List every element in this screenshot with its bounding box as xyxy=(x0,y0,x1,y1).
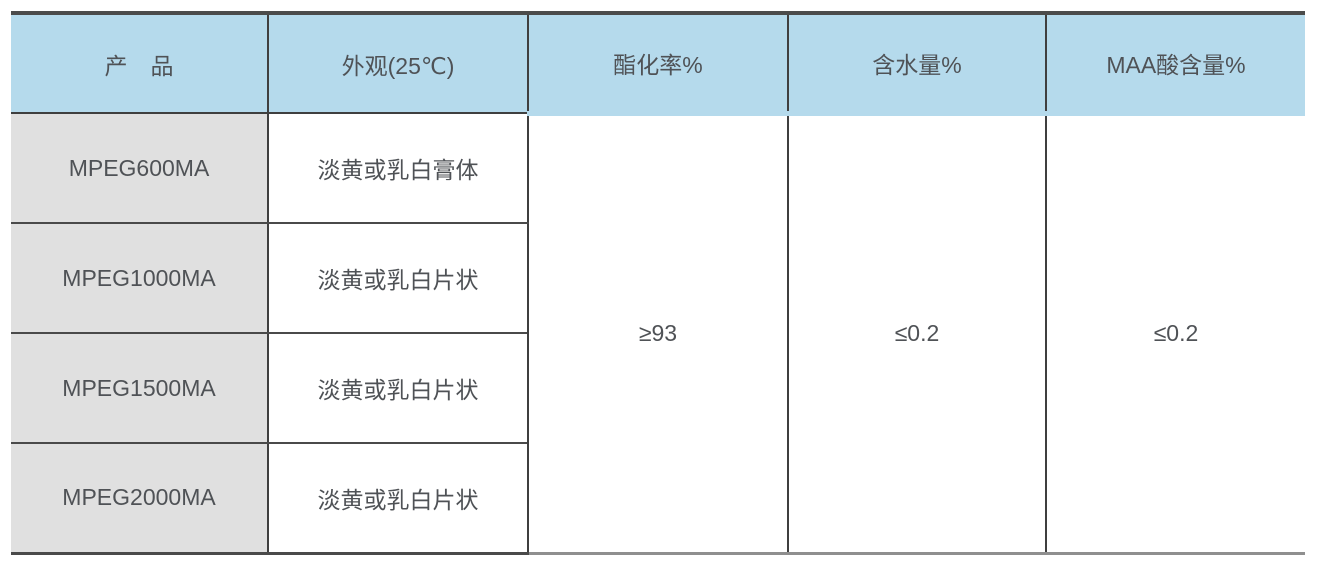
esterification-rate-value: ≥93 xyxy=(527,110,788,553)
appearance-cell: 淡黄或乳白片状 xyxy=(267,223,528,334)
product-cell: MPEG1000MA xyxy=(11,223,268,334)
appearance-cell: 淡黄或乳白片状 xyxy=(267,333,528,444)
header-row: 产 品 外观(25℃) 酯化率% 含水量% MAA酸含量% xyxy=(11,13,1305,114)
table-row-mpeg600ma: MPEG600MA 淡黄或乳白膏体 ≥93 ≤0.2 ≤0.2 xyxy=(11,110,1305,553)
table-header: 产 品 外观(25℃) 酯化率% 含水量% MAA酸含量% xyxy=(11,13,1305,114)
product-spec-table: 产 品 外观(25℃) 酯化率% 含水量% MAA酸含量% MPEG600MA … xyxy=(11,11,1305,555)
header-product: 产 品 xyxy=(11,13,268,114)
header-maa-acid-content: MAA酸含量% xyxy=(1045,13,1305,113)
appearance-cell: 淡黄或乳白片状 xyxy=(267,443,528,555)
product-cell: MPEG1500MA xyxy=(11,333,268,444)
maa-acid-content-value: ≤0.2 xyxy=(1045,110,1305,553)
header-water-content: 含水量% xyxy=(787,13,1046,113)
water-content-value: ≤0.2 xyxy=(787,110,1046,553)
appearance-cell: 淡黄或乳白膏体 xyxy=(267,113,528,224)
table-row-mpeg2000ma: MPEG2000MA 淡黄或乳白片状 xyxy=(11,443,1305,555)
table-body: MPEG600MA 淡黄或乳白膏体 ≥93 ≤0.2 ≤0.2 MPEG1000… xyxy=(11,110,1305,555)
table-row-mpeg1000ma: MPEG1000MA 淡黄或乳白片状 xyxy=(11,223,1305,334)
table-row-mpeg1500ma: MPEG1500MA 淡黄或乳白片状 xyxy=(11,333,1305,444)
product-cell: MPEG2000MA xyxy=(11,443,268,555)
product-cell: MPEG600MA xyxy=(11,113,268,224)
header-esterification-rate: 酯化率% xyxy=(527,13,788,113)
header-appearance: 外观(25℃) xyxy=(267,13,528,114)
